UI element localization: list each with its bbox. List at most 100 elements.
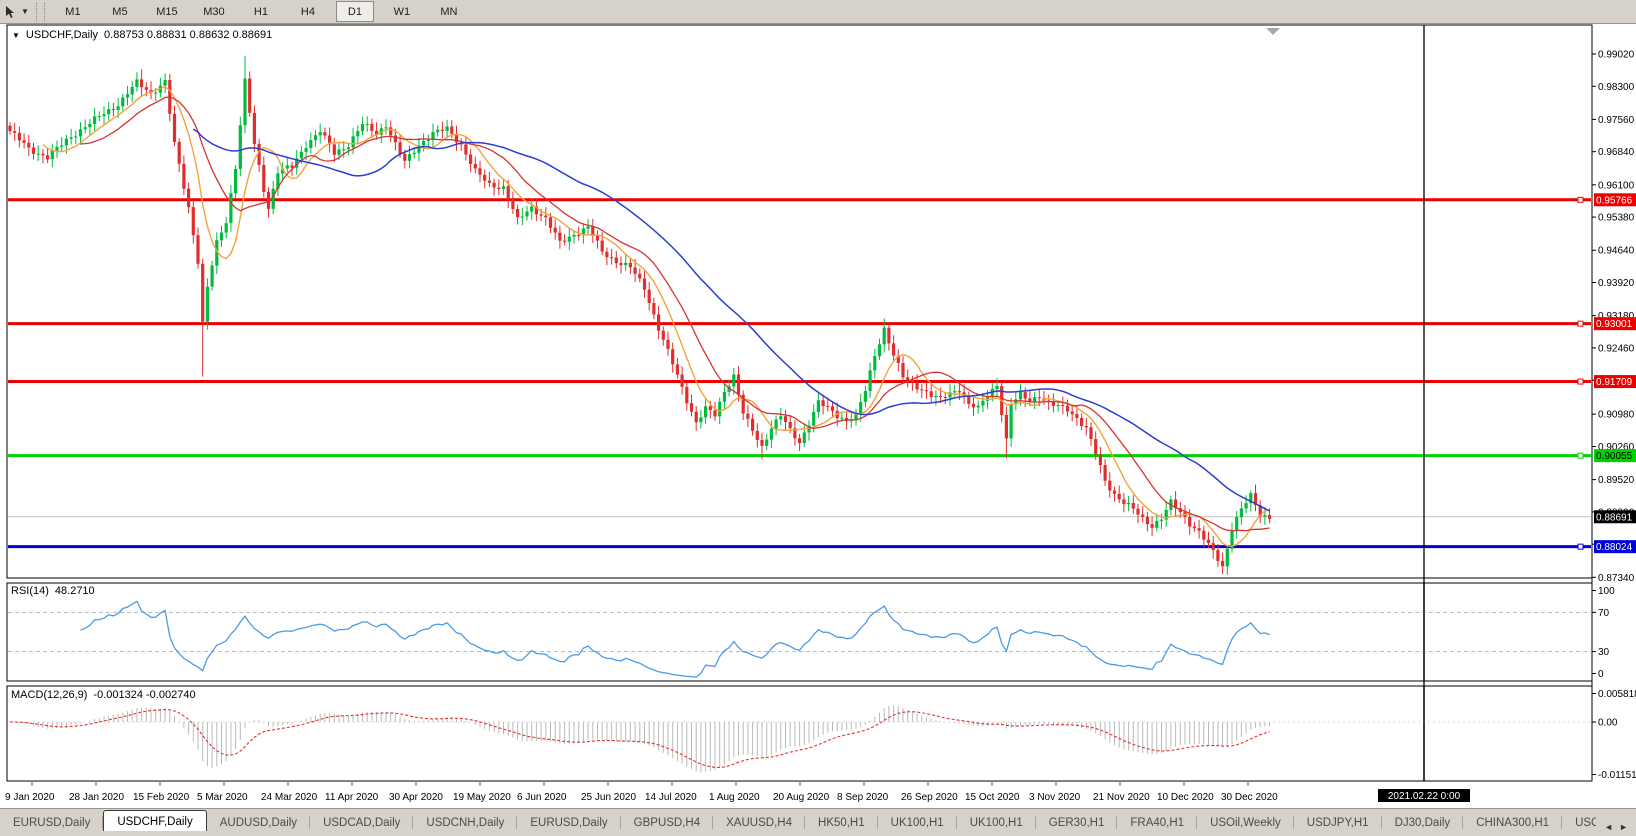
chart-tab-usdjpy-h1[interactable]: USDJPY,H1 — [1294, 813, 1382, 832]
date-axis-label: 30 Apr 2020 — [389, 792, 443, 803]
chart-tab-eurusd-daily[interactable]: EURUSD,Daily — [0, 813, 104, 832]
price-tick-label: 0.95380 — [1598, 213, 1635, 224]
price-tick-label: 0.90980 — [1598, 410, 1635, 421]
date-axis-label: 1 Aug 2020 — [709, 792, 760, 803]
level-0.93001-badge-label: 0.93001 — [1596, 319, 1633, 330]
price-tick-label: 0.93180 — [1598, 311, 1635, 322]
timeframe-button-mn[interactable]: MN — [440, 5, 458, 18]
date-axis-label: 8 Sep 2020 — [837, 792, 889, 803]
chart-tab-uk100-h1[interactable]: UK100,H1 — [878, 813, 957, 832]
scroll-to-end-marker-icon[interactable] — [1266, 28, 1280, 35]
chart-tab-uk100-h1[interactable]: UK100,H1 — [957, 813, 1036, 832]
level-0.91709-badge — [1594, 375, 1636, 389]
timeframe-button-m5[interactable]: M5 — [112, 5, 128, 18]
level-0.90055-badge — [1594, 449, 1636, 463]
cursor-tool-dropdown-icon[interactable]: ▼ — [21, 7, 29, 16]
tab-scroll-left-icon[interactable]: ◄ — [1604, 822, 1614, 832]
price-tick-label: 0.93920 — [1598, 278, 1635, 289]
rsi-name: RSI(14) — [11, 585, 49, 597]
timeframe-button-m30[interactable]: M30 — [203, 5, 225, 18]
chart-tab-audusd-daily[interactable]: AUDUSD,Daily — [207, 813, 311, 832]
level-0.95766-badge-label: 0.95766 — [1596, 195, 1633, 206]
macd-scale-label: 0.005818 — [1598, 689, 1636, 700]
level-drag-handle[interactable] — [1577, 378, 1584, 385]
date-axis-label: 15 Feb 2020 — [133, 792, 190, 803]
level-drag-handle[interactable] — [1577, 543, 1584, 550]
date-axis-label: 10 Dec 2020 — [1157, 792, 1214, 803]
date-axis-label: 11 Apr 2020 — [325, 792, 379, 803]
tab-scroll-controls: ◄ ► — [1596, 822, 1636, 832]
timeframe-button-d1[interactable]: D1 — [335, 1, 374, 22]
chart-tab-usdcad-daily[interactable]: USDCAD,Daily — [310, 813, 414, 832]
date-axis-label: 30 Dec 2020 — [1221, 792, 1278, 803]
vline-date-badge-label: 2021.02.22 0:00 — [1388, 791, 1461, 802]
vline-date-badge — [1378, 789, 1470, 802]
price-tick-label: 0.97560 — [1598, 115, 1635, 126]
price-tick-label: 0.92460 — [1598, 343, 1635, 354]
timeframe-button-m1[interactable]: M1 — [65, 5, 81, 18]
level-drag-handle[interactable] — [1577, 452, 1584, 459]
date-axis-label: 20 Aug 2020 — [773, 792, 830, 803]
level-0.90055-badge-label: 0.90055 — [1596, 451, 1633, 462]
date-axis-label: 14 Jul 2020 — [645, 792, 697, 803]
chart-tab-eurusd-daily[interactable]: EURUSD,Daily — [517, 813, 622, 832]
level-drag-handle[interactable] — [1577, 320, 1584, 327]
chart-tab-fra40-h1[interactable]: FRA40,H1 — [1117, 813, 1197, 832]
price-tick-label: 0.96100 — [1598, 180, 1635, 191]
price-tick-label: 0.90260 — [1598, 442, 1635, 453]
level-0.88024-badge-label: 0.88024 — [1596, 542, 1633, 553]
date-axis-label: 26 Sep 2020 — [901, 792, 958, 803]
pane-frame-0 — [6, 24, 1593, 579]
level-0.95766-badge — [1594, 193, 1636, 207]
macd-indicator-label: MACD(12,26,9) -0.001324 -0.002740 — [11, 689, 196, 701]
timeframe-button-h1[interactable]: H1 — [253, 5, 268, 18]
chart-tab-bar: EURUSD,Daily USDCHF,Daily AUDUSD,Daily USDC… — [0, 808, 1636, 832]
chart-tab-china300-h1[interactable]: CHINA300,H1 — [1463, 813, 1562, 832]
top-toolbar: ▼ M1 M5 M15 M30 H1 H4 D1 W1 MN — [0, 0, 1636, 24]
timeframe-button-h4[interactable]: H4 — [300, 5, 315, 18]
chart-tab-ger30-h1[interactable]: GER30,H1 — [1036, 813, 1118, 832]
price-tick-label: 0.99020 — [1598, 50, 1635, 61]
level-drag-handle[interactable] — [1577, 196, 1584, 203]
chart-tab-usoil-[interactable]: USOil, — [1562, 813, 1596, 832]
price-tick-label: 0.94640 — [1598, 246, 1635, 257]
rsi-indicator-label: RSI(14) 48.2710 — [11, 585, 95, 597]
chart-tab-hk50-h1[interactable]: HK50,H1 — [805, 813, 878, 832]
timeframe-button-w1[interactable]: W1 — [393, 5, 411, 18]
chart-tab-usdchf-daily[interactable]: USDCHF,Daily — [103, 810, 207, 832]
price-tick-label: 0.98300 — [1598, 82, 1635, 93]
chart-tab-gbpusd-h4[interactable]: GBPUSD,H4 — [621, 813, 714, 832]
chart-tab-dj30-daily[interactable]: DJ30,Daily — [1382, 813, 1464, 832]
chart-tab-usdcnh-daily[interactable]: USDCNH,Daily — [413, 813, 518, 832]
cursor-tool-icon[interactable] — [4, 5, 18, 19]
moving-average-slow — [192, 128, 1270, 512]
date-axis-label: 5 Mar 2020 — [197, 792, 248, 803]
level-0.91709-badge-label: 0.91709 — [1596, 377, 1633, 388]
date-axis-label: 6 Jun 2020 — [517, 792, 567, 803]
date-axis-label: 21 Nov 2020 — [1093, 792, 1150, 803]
date-axis-label: 15 Oct 2020 — [965, 792, 1020, 803]
macd-histogram — [14, 705, 1271, 773]
macd-scale-label: -0.011514 — [1598, 770, 1636, 781]
price-tick-label: 0.87340 — [1598, 573, 1635, 584]
rsi-scale-label: 100 — [1598, 586, 1615, 597]
indicator-collapse-icon[interactable]: ▼ — [12, 30, 20, 40]
status-strip — [0, 831, 1636, 836]
rsi-scale-label: 70 — [1598, 608, 1610, 619]
rsi-line — [80, 600, 1270, 678]
moving-average-mid — [80, 96, 1270, 532]
level-0.88024-badge — [1594, 540, 1636, 554]
level-0.93001-badge — [1594, 317, 1636, 331]
chart-tab-xauusd-h4[interactable]: XAUUSD,H4 — [713, 813, 805, 832]
tab-scroll-right-icon[interactable]: ► — [1619, 822, 1628, 832]
chart-tab-usoil-weekly[interactable]: USOil,Weekly — [1197, 813, 1294, 832]
pane-frame-1 — [6, 582, 1593, 682]
rsi-scale-label: 30 — [1598, 647, 1610, 658]
macd-values: -0.001324 -0.002740 — [93, 689, 196, 701]
price-tick-label: 0.89520 — [1598, 475, 1635, 486]
date-axis-label: 28 Jan 2020 — [69, 792, 124, 803]
macd-scale-label: 0.00 — [1598, 718, 1618, 729]
current-price-badge — [1594, 510, 1636, 524]
timeframe-button-m15[interactable]: M15 — [156, 5, 178, 18]
